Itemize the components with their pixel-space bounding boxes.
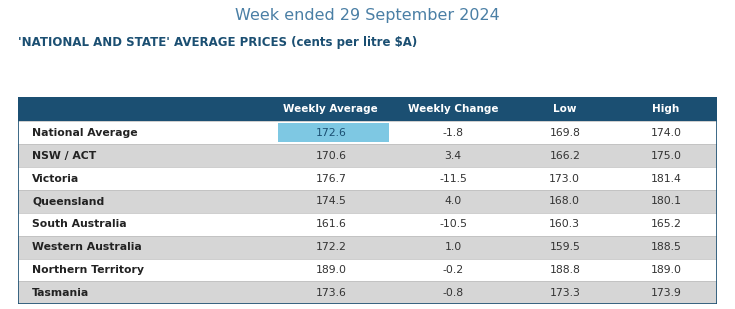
Text: -0.2: -0.2 <box>442 265 464 275</box>
Text: -10.5: -10.5 <box>439 219 467 229</box>
Text: 188.5: 188.5 <box>650 242 681 252</box>
Text: 160.3: 160.3 <box>549 219 580 229</box>
Text: 173.9: 173.9 <box>650 288 681 298</box>
Text: South Australia: South Australia <box>32 219 127 229</box>
Text: 3.4: 3.4 <box>445 151 462 161</box>
Text: 165.2: 165.2 <box>650 219 681 229</box>
Text: High: High <box>653 104 680 114</box>
Text: -1.8: -1.8 <box>442 128 464 138</box>
Text: 1.0: 1.0 <box>445 242 462 252</box>
Text: 173.3: 173.3 <box>549 288 580 298</box>
Text: NSW / ACT: NSW / ACT <box>32 151 96 161</box>
Text: 'NATIONAL AND STATE' AVERAGE PRICES (cents per litre $A): 'NATIONAL AND STATE' AVERAGE PRICES (cen… <box>18 36 417 49</box>
Text: 4.0: 4.0 <box>445 197 462 206</box>
Text: -11.5: -11.5 <box>439 174 467 184</box>
Bar <box>278 123 389 142</box>
Text: 180.1: 180.1 <box>650 197 681 206</box>
Text: 188.8: 188.8 <box>549 265 580 275</box>
Text: 170.6: 170.6 <box>315 151 346 161</box>
Text: 189.0: 189.0 <box>650 265 681 275</box>
Text: 189.0: 189.0 <box>315 265 346 275</box>
Text: Low: Low <box>553 104 576 114</box>
Text: Weekly Average: Weekly Average <box>284 104 379 114</box>
Text: 169.8: 169.8 <box>549 128 580 138</box>
Text: 173.0: 173.0 <box>549 174 580 184</box>
Text: National Average: National Average <box>32 128 138 138</box>
Text: 161.6: 161.6 <box>315 219 346 229</box>
Text: 168.0: 168.0 <box>549 197 580 206</box>
Text: 173.6: 173.6 <box>315 288 346 298</box>
Text: 166.2: 166.2 <box>549 151 580 161</box>
Text: Week ended 29 September 2024: Week ended 29 September 2024 <box>235 8 500 23</box>
Text: Western Australia: Western Australia <box>32 242 142 252</box>
Text: 172.2: 172.2 <box>315 242 346 252</box>
Text: Victoria: Victoria <box>32 174 79 184</box>
Text: Queensland: Queensland <box>32 197 104 206</box>
Text: 176.7: 176.7 <box>315 174 346 184</box>
Text: 181.4: 181.4 <box>650 174 681 184</box>
Text: 159.5: 159.5 <box>549 242 580 252</box>
Text: Northern Territory: Northern Territory <box>32 265 144 275</box>
Text: 174.5: 174.5 <box>315 197 346 206</box>
Text: 175.0: 175.0 <box>650 151 681 161</box>
Text: 172.6: 172.6 <box>315 128 346 138</box>
Text: Weekly Change: Weekly Change <box>408 104 498 114</box>
Text: -0.8: -0.8 <box>442 288 464 298</box>
Text: 174.0: 174.0 <box>650 128 681 138</box>
Text: Tasmania: Tasmania <box>32 288 90 298</box>
